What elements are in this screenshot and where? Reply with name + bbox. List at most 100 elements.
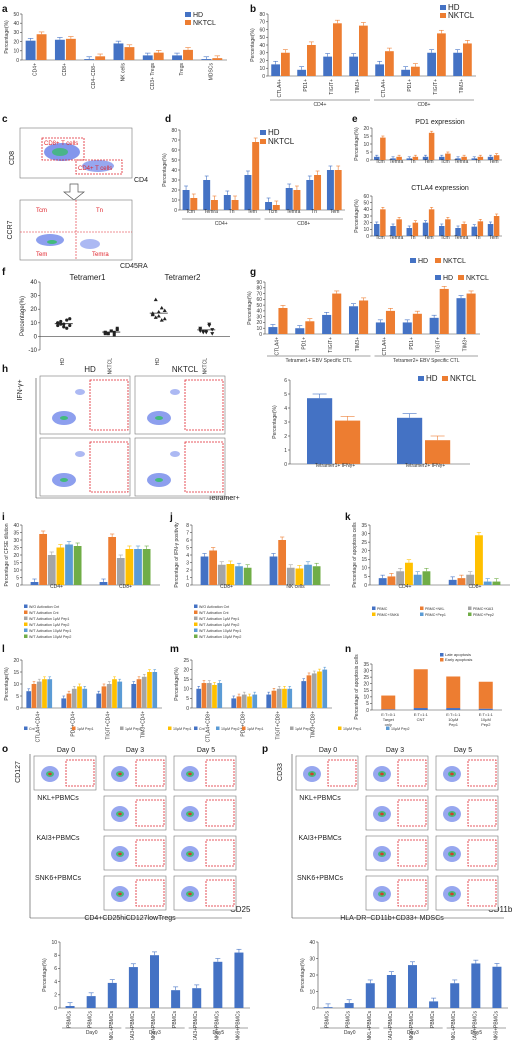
flow-population [380,772,384,776]
data-point [68,323,72,328]
y-tick-label: 10 [51,940,57,946]
bar [375,322,385,334]
bar [437,33,446,76]
panel-label-j: j [169,512,173,523]
x-tick-label: E:T=0:1 [381,712,396,717]
x-tick-label: SNK6+PBMCs [214,1011,220,1040]
y-tick-label: 10 [30,321,37,327]
data-point [198,326,203,331]
data-point [68,317,72,321]
y-axis-label: Percentage(%) [174,667,180,701]
bar [210,200,218,210]
p-day0: Day 0 [319,747,337,754]
x-tick-label: Tem [330,209,339,215]
y-tick-label: 30 [256,314,262,320]
x-tick-label: Temra [389,235,403,241]
p-row-kai3: KAI3+PBMCs [299,835,342,842]
bar [295,568,304,585]
x-tick-label: Temra [389,159,403,165]
bar [297,69,307,76]
y-tick-label: 40 [171,168,177,174]
gate-box [205,759,235,787]
group-title: Tetramer2 [164,273,201,282]
legend-nktcl-label: NKTCL [448,11,475,20]
bar [282,688,287,708]
x-tick-label: Temra [454,235,468,241]
bar [348,306,359,334]
flow-population [60,478,68,482]
legend-swatch-nktcl [442,376,448,381]
chart-j: 0 12 34 56 78 Percentage of IFN-γ positivity C… [174,522,330,639]
legend-nktcl-label: NKTCL [268,137,295,146]
bar [31,684,37,708]
bar [106,684,112,708]
x-tick-label: CD3+ Tregs [150,63,156,90]
gate-box [135,799,165,827]
legend-swatch [468,606,472,610]
flow-population [36,234,64,246]
bar [243,567,252,585]
legend-swatch [338,726,342,730]
y-tick-label: 6 [54,966,57,972]
x-tick-label: NKL+PBMCs [109,1011,115,1040]
data-point [103,332,107,336]
panel-label-m: m [170,644,179,655]
legend-swatch-hd [440,5,446,10]
y-tick-label: 0 [259,332,262,338]
bar [408,965,417,1008]
gate-box [397,799,427,827]
bar [305,321,315,334]
flow-population [48,772,52,776]
y-tick-label: 80 [171,128,177,134]
bar [456,298,466,334]
data-point [198,329,203,333]
bar [380,137,386,160]
bar [380,209,386,236]
gate-box [397,839,427,867]
y-tick-label: 30 [309,956,315,962]
bar [226,564,235,585]
bar [439,156,445,160]
y-tick-label: 5 [364,574,367,580]
y-tick-label: 0 [262,74,265,80]
gate-box [135,839,165,867]
y-tick-label: 6 [186,538,189,544]
bar [236,696,242,708]
bar [307,398,333,464]
legend-label: 10μM Pep2 [391,727,409,731]
bar [128,967,138,1008]
bar [30,582,39,585]
flow-population [118,812,122,816]
p-caption: HLA-DR−CD11b+CD33+ MDSCs [340,915,444,922]
bar [36,34,47,60]
x-tick-label: TIM3+CD8+ [311,711,317,738]
x-tick-label: CD8+ [62,63,68,76]
gate-box [205,879,235,907]
bar [413,574,422,585]
group-label: Day3 [149,1030,161,1036]
x-tick-label: E:T=1:1 [414,712,429,717]
legend-swatch [194,610,198,614]
bar [374,224,380,236]
bar [306,675,312,708]
gate-box [467,799,497,827]
y-tick-label: 5 [186,545,189,551]
panel-label-b: b [250,4,256,15]
legend-hd-label: HD [268,128,280,137]
x-tick-label: Tn [475,235,481,241]
y-tick-label: 20 [363,220,369,226]
legend-swatch [194,604,198,608]
flow-population [450,852,454,856]
y-tick-label: 0 [16,706,19,712]
bar [82,688,88,708]
data-point [59,319,63,324]
y-tick-label: 1 [284,448,287,454]
panel-label-e: e [352,114,358,125]
bar [196,688,202,708]
legend-label: 10μM Pep2 [221,727,239,731]
bar [463,43,472,76]
o-day0: Day 0 [57,747,75,754]
